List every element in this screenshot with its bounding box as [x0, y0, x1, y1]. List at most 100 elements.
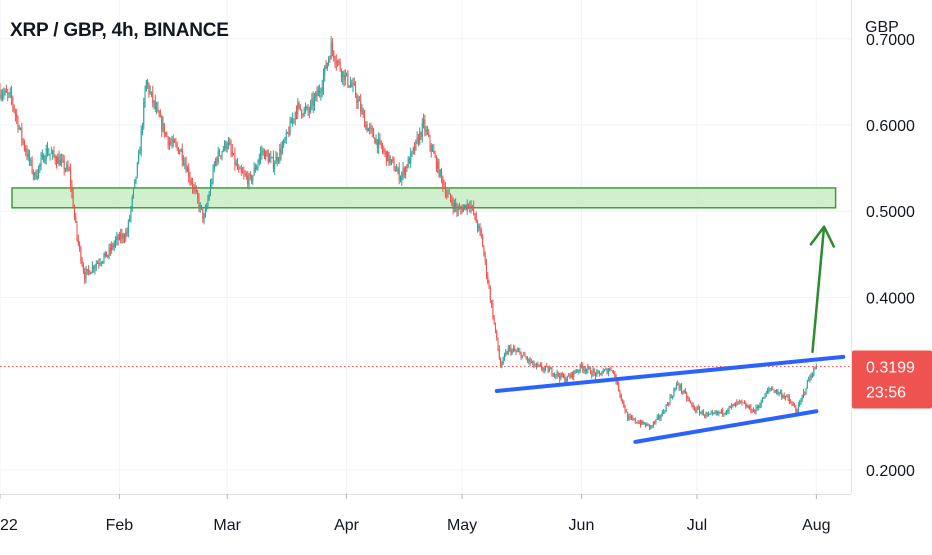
candle-body	[278, 159, 280, 162]
candle-body	[88, 268, 90, 271]
candle-body	[627, 412, 629, 421]
candle-body	[59, 160, 61, 166]
candle-body	[31, 160, 33, 172]
candle-body	[815, 366, 817, 370]
candle-body	[330, 43, 332, 60]
candle-body	[317, 90, 319, 97]
candle-body	[473, 206, 475, 214]
candle-body	[494, 322, 496, 332]
candle-body	[147, 80, 149, 85]
candle-body	[135, 176, 137, 180]
candle-body	[258, 157, 260, 163]
candle-body	[85, 270, 87, 280]
projection-arrow[interactable]	[811, 225, 826, 353]
candle-body	[803, 392, 805, 396]
candle-body	[696, 407, 698, 412]
candle-body	[120, 233, 122, 240]
candle-body	[8, 93, 10, 95]
candle-body	[779, 392, 781, 394]
candle-body	[559, 375, 561, 379]
candle-body	[598, 371, 600, 373]
candle-body	[72, 192, 74, 208]
candle-body	[808, 380, 810, 382]
candle-body	[11, 92, 13, 99]
candle-body	[747, 406, 749, 409]
candle-body	[4, 90, 6, 93]
candle-body	[417, 137, 419, 144]
candle-body	[592, 370, 594, 376]
candle-body	[303, 108, 305, 116]
candle-body	[577, 370, 579, 373]
candle-body	[379, 138, 381, 141]
candle-body	[348, 85, 350, 87]
candle-body	[742, 402, 744, 404]
candle-body	[270, 157, 272, 159]
candle-body	[408, 158, 410, 164]
candle-body	[290, 120, 292, 124]
candle-body	[443, 186, 445, 188]
candle-body	[115, 239, 117, 244]
candle-body	[95, 263, 97, 267]
candle-body	[756, 407, 758, 409]
candle-body	[319, 90, 321, 94]
candle-body	[257, 162, 259, 167]
candle-body	[20, 127, 22, 129]
candle-body	[700, 412, 702, 414]
candle-body	[131, 196, 133, 208]
candle-body	[382, 146, 384, 151]
candle-body	[387, 151, 389, 162]
candle-body	[194, 187, 196, 190]
candle-body	[222, 149, 224, 152]
candle-body	[297, 103, 299, 114]
candle-body	[197, 191, 199, 199]
lower-trendline[interactable]	[633, 409, 819, 444]
candle-body	[210, 184, 212, 195]
candle-body	[524, 354, 526, 358]
candle-body	[370, 127, 372, 129]
candle-body	[548, 369, 550, 372]
candle-body	[271, 157, 273, 159]
time-axis-ticks[interactable]: 2022 Feb Mar Apr May Jun Jul Aug	[0, 494, 831, 534]
candle-body	[732, 404, 734, 406]
candle-body	[782, 395, 784, 398]
candle-body	[412, 147, 414, 152]
candle-body	[296, 112, 298, 114]
candle-body	[770, 388, 772, 390]
candle-body	[26, 151, 28, 157]
candle-body	[30, 160, 32, 162]
candle-body	[177, 147, 179, 154]
candle-body	[570, 372, 572, 378]
candle-body	[124, 238, 126, 240]
candle-body	[583, 369, 585, 371]
rectangle-zone[interactable]	[11, 187, 837, 209]
candle-body	[71, 185, 73, 193]
candle-body	[411, 151, 413, 153]
candle-body	[361, 110, 363, 112]
candle-body	[515, 350, 517, 352]
candle-body	[795, 407, 797, 411]
candle-body	[347, 73, 349, 86]
candle-body	[813, 368, 815, 376]
candle-body	[253, 167, 255, 176]
candle-body	[355, 84, 357, 96]
candle-body	[99, 263, 101, 265]
candle-body	[75, 215, 77, 222]
candle-body	[657, 415, 659, 418]
candle-body	[786, 395, 788, 397]
candle-body	[485, 260, 487, 275]
candle-body	[523, 354, 525, 356]
candle-body	[419, 132, 421, 144]
candle-body	[190, 180, 192, 184]
candle-body	[752, 409, 754, 412]
candle-body	[597, 371, 599, 373]
candle-body	[755, 407, 757, 413]
time-tick-label: Mar	[213, 517, 241, 534]
price-axis-ticks[interactable]: 0.7000 0.6000 0.5000 0.4000 0.2000	[866, 32, 915, 480]
price-tick-label: 0.4000	[866, 290, 915, 307]
candle-body	[651, 425, 653, 427]
upper-trendline[interactable]	[494, 354, 846, 393]
candle-body	[346, 73, 348, 75]
candle-body	[441, 169, 443, 178]
